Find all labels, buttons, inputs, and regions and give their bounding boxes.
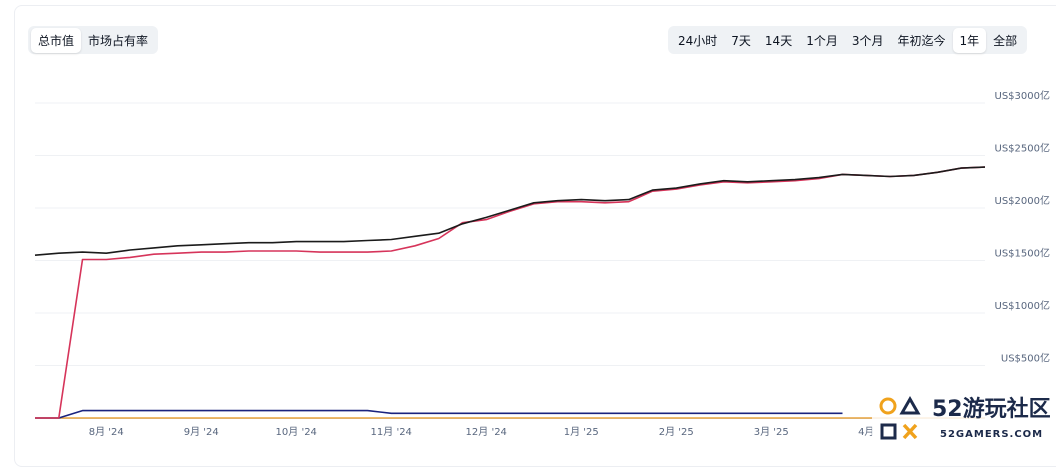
y-tick-label: US$1500亿: [995, 247, 1050, 260]
metric-tabs: 总市值 市场占有率: [28, 26, 159, 54]
tab-button[interactable]: 14天: [764, 33, 793, 48]
logo-circle: [879, 397, 897, 415]
tab-button[interactable]: 市场占有率: [88, 33, 149, 48]
y-tick-label: US$2000亿: [995, 194, 1050, 207]
logo-triangle: [899, 395, 921, 415]
x-tick-label: 9月 '24: [184, 426, 219, 438]
tab-button[interactable]: 7天: [731, 33, 751, 48]
tab-button[interactable]: 1个月: [806, 33, 838, 48]
tab-button[interactable]: 总市值: [31, 27, 82, 53]
logo-x: [902, 423, 918, 440]
tab-button[interactable]: 3个月: [851, 33, 884, 48]
y-tick-label: US$500亿: [1001, 352, 1050, 365]
x-tick-label: 12月 '24: [466, 426, 507, 438]
x-tick-label: 11月 '24: [371, 426, 412, 438]
tab-button[interactable]: 年初迄今: [897, 33, 946, 48]
watermark: 52游玩社区 52GAMERS.COM: [872, 388, 1056, 451]
page: {"metric_tabs": {"options": ["总市值", "市场占…: [14, 5, 1056, 467]
chart: US$500亿 US$1000亿 US$1500亿 US$2000亿 US$2500亿 U…: [34, 89, 1056, 451]
y-tick-label: US$1000亿: [995, 299, 1050, 312]
y-tick-label: US$3000亿: [995, 89, 1050, 102]
data-line: [35, 166, 986, 419]
x-tick-label: 8月 '24: [89, 426, 124, 438]
watermark-site: 52GAMERS.COM: [940, 429, 1043, 440]
x-tick-label: 3月 '25: [754, 426, 789, 438]
range-tabs: 24小时 7天 14天 1个月 3个月 年初迄今 1年 全部: [668, 26, 1028, 54]
data-line: [35, 409, 843, 419]
watermark-name: 52游玩社区: [932, 396, 1051, 422]
tab-button[interactable]: 全部: [993, 33, 1018, 48]
x-tick-label: 10月 '24: [276, 426, 317, 438]
x-tick-label: 1月 '25: [564, 426, 599, 438]
data-line: [34, 166, 986, 256]
logo-square: [880, 423, 897, 440]
tab-button[interactable]: 1年: [952, 27, 987, 53]
x-tick-label: 4月: [858, 426, 874, 438]
y-tick-label: US$2500亿: [995, 142, 1050, 155]
tab-button[interactable]: 24小时: [678, 33, 718, 48]
x-tick-label: 2月 '25: [659, 426, 694, 438]
watermark-bg: [872, 388, 1056, 451]
